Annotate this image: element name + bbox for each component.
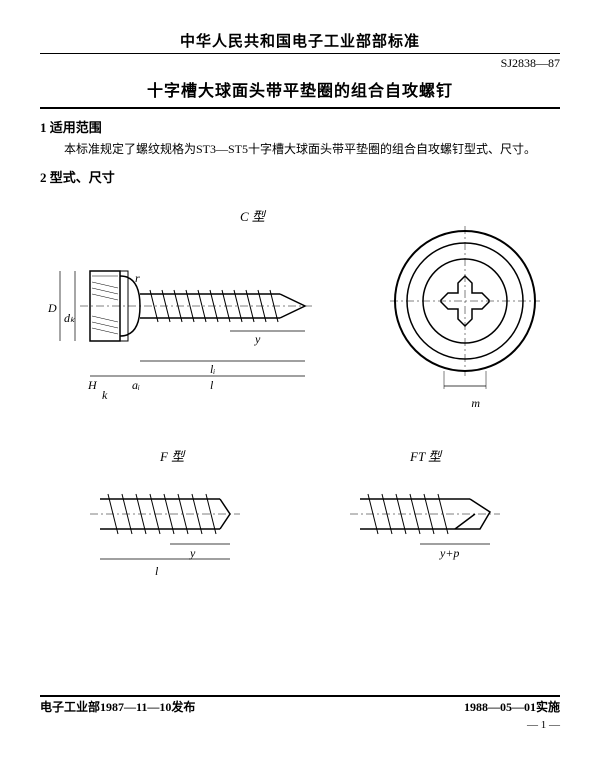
page-number: — 1 —	[40, 719, 560, 731]
f-type-label: F 型	[160, 446, 184, 465]
dim-r: r	[135, 271, 140, 286]
footer-issued: 电子工业部1987—11—10发布	[40, 698, 195, 715]
dim-y-f: y	[190, 546, 195, 561]
dim-dk: dₖ	[64, 311, 75, 326]
header-organization: 中华人民共和国电子工业部部标准	[40, 30, 560, 51]
dim-y: y	[255, 332, 260, 347]
document-title: 十字槽大球面头带平垫圈的组合自攻螺钉	[40, 77, 560, 101]
f-type-tip	[80, 464, 260, 584]
section-1-body: 本标准规定了螺纹规格为ST3—ST5十字槽大球面头带平垫圈的组合自攻螺钉型式、尺…	[40, 140, 560, 159]
dim-l: l	[210, 378, 213, 393]
figure-c-type: C 型	[40, 206, 560, 426]
ft-type-label: FT 型	[410, 446, 441, 465]
rule-thick-under-title	[40, 107, 560, 109]
dim-H: H	[88, 378, 97, 393]
section-1-heading: 1 适用范围	[40, 117, 560, 136]
dim-D: D	[48, 301, 57, 316]
dim-yp: y+p	[440, 546, 459, 561]
rule-thin-top	[40, 53, 560, 54]
screw-top-view	[380, 221, 560, 401]
dim-m: m	[471, 396, 480, 411]
footer: 电子工业部1987—11—10发布 1988—05—01实施 — 1 —	[40, 694, 560, 731]
dim-l-f: l	[155, 564, 158, 579]
lower-figures: F 型 FT 型 y l	[40, 446, 560, 596]
footer-effective: 1988—05—01实施	[464, 698, 560, 715]
dim-li: lᵢ	[210, 362, 215, 377]
dim-k: k	[102, 388, 107, 403]
document-id: SJ2838—87	[40, 56, 560, 71]
footer-rule	[40, 695, 560, 697]
screw-side-view	[40, 216, 340, 416]
ft-type-tip	[340, 464, 520, 584]
section-2-heading: 2 型式、尺寸	[40, 167, 560, 186]
dim-a: aᵢ	[132, 378, 140, 393]
